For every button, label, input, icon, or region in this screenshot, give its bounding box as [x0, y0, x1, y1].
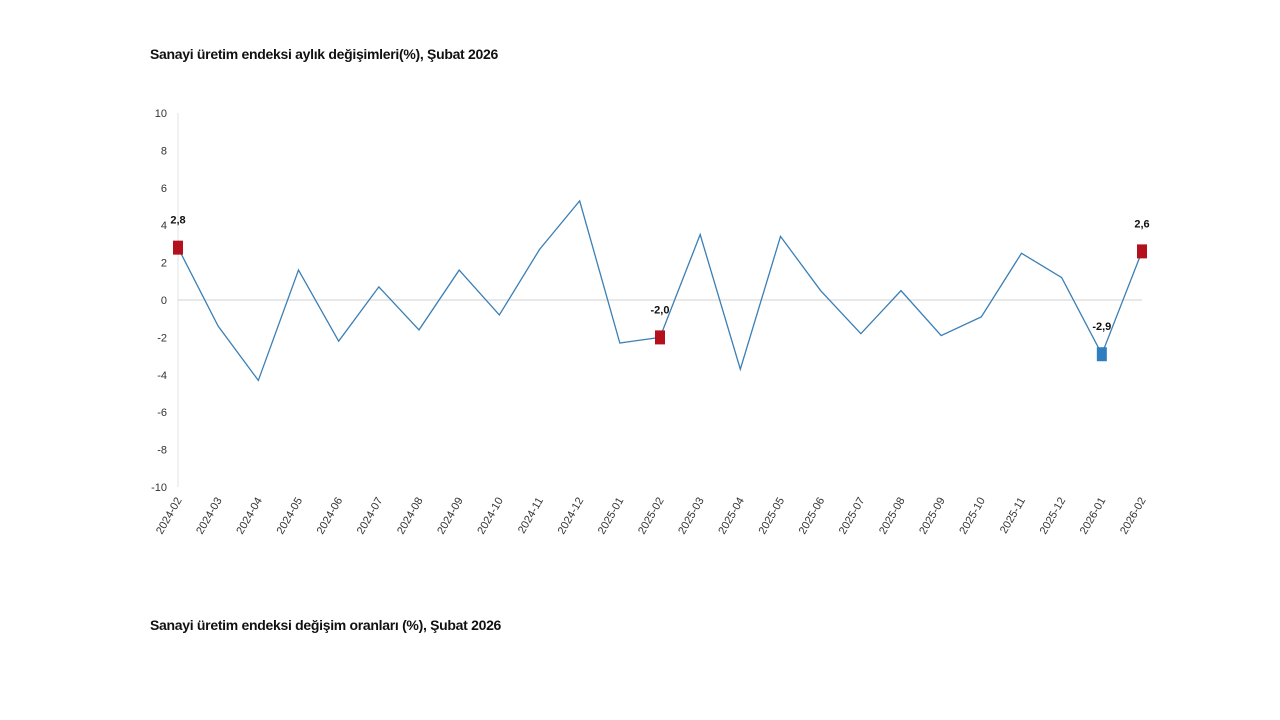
- y-tick-label: 2: [161, 258, 167, 270]
- highlight-marker: [655, 330, 665, 345]
- x-tick-label: 2024-02: [154, 496, 185, 537]
- x-tick-label: 2025-10: [957, 495, 988, 536]
- y-tick-label: 4: [161, 220, 167, 232]
- highlight-marker: [173, 240, 183, 255]
- x-tick-label: 2025-07: [837, 496, 868, 537]
- data-label: 2,6: [1134, 218, 1149, 230]
- y-tick-label: -10: [151, 482, 167, 494]
- x-tick-label: 2024-08: [395, 496, 426, 537]
- y-tick-label: -4: [157, 370, 167, 382]
- x-tick-label: 2024-04: [234, 496, 265, 537]
- y-tick-label: 8: [161, 145, 167, 157]
- x-tick-label: 2024-11: [516, 496, 546, 536]
- x-tick-label: 2025-01: [596, 496, 627, 537]
- data-label: 2,8: [170, 215, 185, 227]
- x-tick-label: 2024-03: [194, 496, 225, 537]
- highlight-marker: [1137, 244, 1147, 259]
- x-tick-label: 2024-06: [315, 496, 346, 537]
- series-line: [177, 199, 1143, 382]
- y-tick-label: -8: [157, 445, 167, 457]
- x-tick-label: 2026-01: [1078, 496, 1109, 537]
- x-tick-label: 2025-04: [716, 496, 747, 537]
- x-tick-label: 2025-08: [877, 496, 908, 537]
- x-tick-label: 2026-02: [1118, 496, 1149, 537]
- y-tick-label: 0: [161, 295, 167, 307]
- x-tick-label: 2025-11: [998, 496, 1028, 536]
- x-tick-label: 2024-12: [556, 496, 587, 537]
- x-tick-label: 2025-05: [757, 496, 788, 537]
- x-tick-label: 2024-09: [435, 496, 466, 537]
- x-tick-label: 2025-06: [797, 496, 828, 537]
- highlight-marker: [1096, 347, 1107, 362]
- x-tick-label: 2025-03: [676, 496, 707, 537]
- y-tick-label: 10: [155, 108, 167, 120]
- x-tick-label: 2025-09: [917, 496, 948, 537]
- x-tick-label: 2025-02: [636, 496, 667, 537]
- data-label: -2,0: [651, 304, 670, 316]
- y-tick-label: -6: [157, 407, 167, 419]
- x-tick-label: 2024-05: [275, 496, 306, 537]
- x-tick-label: 2024-07: [355, 496, 386, 537]
- data-label: -2,9: [1092, 321, 1111, 333]
- next-section-title: Sanayi üretim endeksi değişim oranları (…: [150, 617, 502, 633]
- y-tick-label: 6: [161, 183, 167, 195]
- chart-title: Sanayi üretim endeksi aylık değişimleri(…: [150, 46, 498, 62]
- x-tick-label: 2024-10: [475, 496, 506, 537]
- x-tick-label: 2025-12: [1038, 496, 1069, 537]
- y-tick-label: -2: [157, 332, 167, 344]
